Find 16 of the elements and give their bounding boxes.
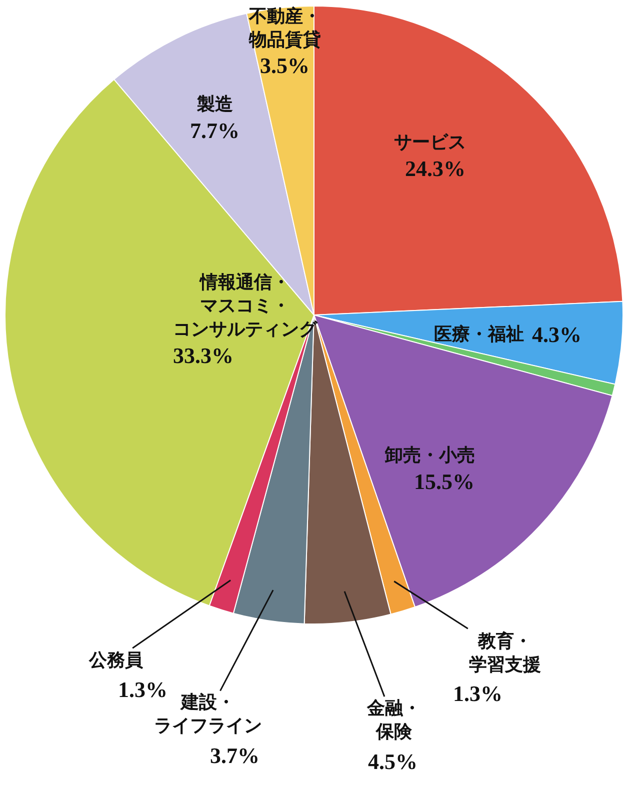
data-label: 33.3% [173, 343, 234, 368]
slice-label: 教育・学習支援 [469, 630, 541, 674]
slice-label: 公務員 [88, 650, 144, 670]
data-label: 4.3% [532, 322, 582, 347]
data-label: 3.5% [260, 53, 310, 78]
slice-label: サービス [394, 132, 466, 152]
slice-label: 金融・保険 [366, 698, 421, 742]
slice-label: 卸売・小売 [384, 445, 475, 465]
data-label: 7.7% [190, 118, 240, 143]
data-label: 1.3% [453, 681, 502, 706]
slice-label: 医療・福祉 [434, 324, 524, 344]
data-label: 4.5% [368, 749, 418, 774]
data-label: 15.5% [414, 469, 474, 494]
slice-label: 製造 [196, 94, 233, 114]
data-label: 24.3% [405, 156, 466, 181]
data-label: 3.7% [210, 743, 260, 768]
